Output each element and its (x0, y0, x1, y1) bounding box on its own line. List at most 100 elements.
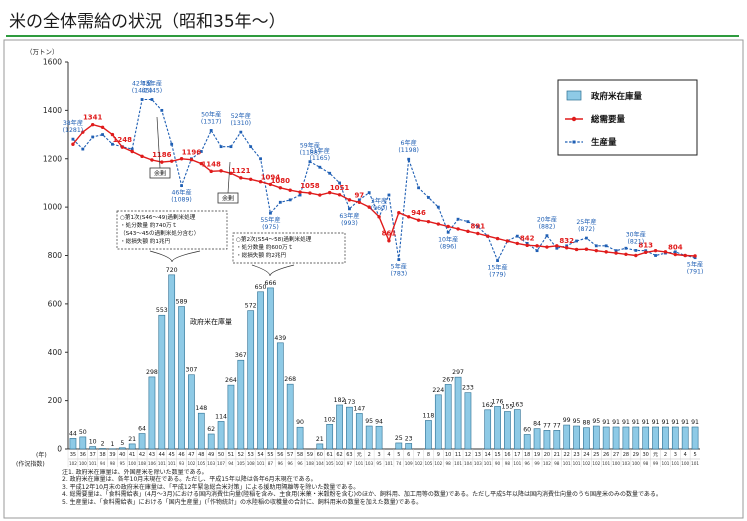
stock-bar (227, 384, 235, 450)
demand-point (71, 142, 75, 146)
x-tick-index: 99 (534, 461, 540, 466)
production-point (140, 98, 144, 101)
x-tick-index: 98 (643, 461, 649, 466)
production-label-value: (882) (539, 224, 556, 231)
x-tick-index: 103 (365, 461, 373, 466)
y-tick-label: 800 (48, 251, 63, 260)
demand-point (140, 154, 144, 159)
production-point (446, 230, 450, 234)
stock-bar-label: 264 (225, 377, 237, 384)
demand-label: 1248 (113, 136, 133, 144)
x-tick-index: 87 (268, 461, 274, 466)
demand-point (189, 158, 194, 162)
production-line (72, 98, 696, 262)
demand-point (525, 243, 529, 248)
x-tick-index: 102 (336, 461, 344, 466)
demand-point (219, 169, 223, 173)
stock-bar-label: 91 (652, 419, 660, 426)
x-tick-year: 62 (336, 452, 342, 458)
demand-point (209, 169, 213, 174)
demand-label: 1148 (201, 160, 221, 168)
production-label-year: 10年産 (438, 235, 458, 243)
production-point (259, 157, 262, 161)
demand-label: 861 (382, 230, 397, 238)
note-line: 2. 政府米在庫量は、各年10月末現在である。ただし、平成15年以降は各年6月末… (62, 476, 317, 484)
stock-bar-label: 650 (255, 284, 267, 291)
stock-bar-label: 553 (156, 307, 168, 314)
stock-bar-label: 77 (543, 422, 551, 429)
x-tick-year: 24 (583, 452, 589, 458)
x-tick-year: 43 (149, 452, 155, 458)
stock-bar-label: 91 (662, 419, 670, 426)
demand-label: 946 (411, 209, 426, 217)
x-tick-index: 94 (100, 461, 106, 466)
stock-bar (444, 384, 452, 450)
production-point (436, 205, 440, 209)
stock-bar (276, 342, 284, 450)
stock-bar (632, 426, 640, 450)
production-point (160, 108, 164, 112)
demand-point (110, 132, 115, 137)
stock-bar-label: 91 (681, 419, 689, 426)
demand-point (100, 125, 105, 130)
stock-bar (504, 411, 511, 450)
page-title: 米の全体需給の状況（昭和35年～） (9, 12, 286, 32)
demand-point (327, 190, 332, 195)
stock-bar-label: 155 (502, 404, 514, 411)
x-tick-year: 8 (427, 452, 430, 458)
x-tick-index: 108 (306, 461, 314, 466)
series-lines (71, 98, 697, 262)
stock-bar-label: 21 (128, 436, 136, 443)
demand-point (150, 158, 154, 162)
demand-point (179, 157, 184, 161)
production-label-value: (1198) (398, 147, 419, 154)
stock-bar (188, 374, 195, 450)
production-point (348, 207, 351, 211)
note-line: 5. 生産量は、「食料需給表」における「国内生産量」(「作物統計」の水陸稲の収穫… (62, 498, 423, 506)
stock-bar-label: 25 (395, 435, 403, 442)
production-point (594, 244, 598, 248)
x-tick-index: 103 (474, 461, 482, 466)
x-tick-index: 109 (405, 461, 413, 466)
demand-label: 1058 (300, 182, 320, 190)
x-tick-year: 50 (218, 452, 224, 458)
stock-bar-label: 367 (235, 352, 247, 359)
stock-bar-label: 233 (462, 385, 474, 392)
stock-bar (622, 426, 630, 450)
x-tick-year: 6 (407, 452, 410, 458)
demand-point (574, 247, 579, 252)
production-point (180, 184, 183, 187)
demand-point (535, 244, 539, 248)
stock-bar (138, 433, 146, 450)
demand-point (357, 200, 362, 204)
x-tick-year: 37 (90, 452, 96, 458)
demand-point (476, 231, 480, 236)
x-tick-index: 101 (691, 461, 699, 466)
production-point (269, 211, 272, 215)
stock-bar (336, 404, 343, 450)
x-tick-year: 46 (178, 452, 184, 458)
production-point (81, 147, 85, 151)
stock-bar-label: 162 (482, 402, 494, 409)
production-label-year: 50年産 (201, 110, 221, 118)
legend-swatch-stock (566, 90, 582, 101)
x-tick-year: 19 (534, 452, 540, 458)
demand-point (248, 177, 253, 182)
x-tick-year: 28 (623, 452, 629, 458)
demand-label: 1186 (152, 151, 172, 159)
demand-point (169, 159, 174, 163)
production-label-year: 30年産 (626, 230, 646, 238)
x-tick-index: 93 (179, 461, 185, 466)
x-tick-year: 45 (169, 452, 175, 458)
stock-bar (652, 426, 659, 450)
x-tick-index: 98 (110, 461, 116, 466)
legend-marker-production (572, 140, 576, 144)
x-tick-year: 4 (684, 452, 687, 458)
demand-label: 1341 (83, 114, 103, 122)
stock-bar-label: 307 (186, 367, 198, 374)
stock-bar-label: 99 (563, 417, 571, 424)
program-brace (149, 250, 201, 263)
demand-point (604, 250, 608, 254)
production-point (417, 186, 420, 190)
